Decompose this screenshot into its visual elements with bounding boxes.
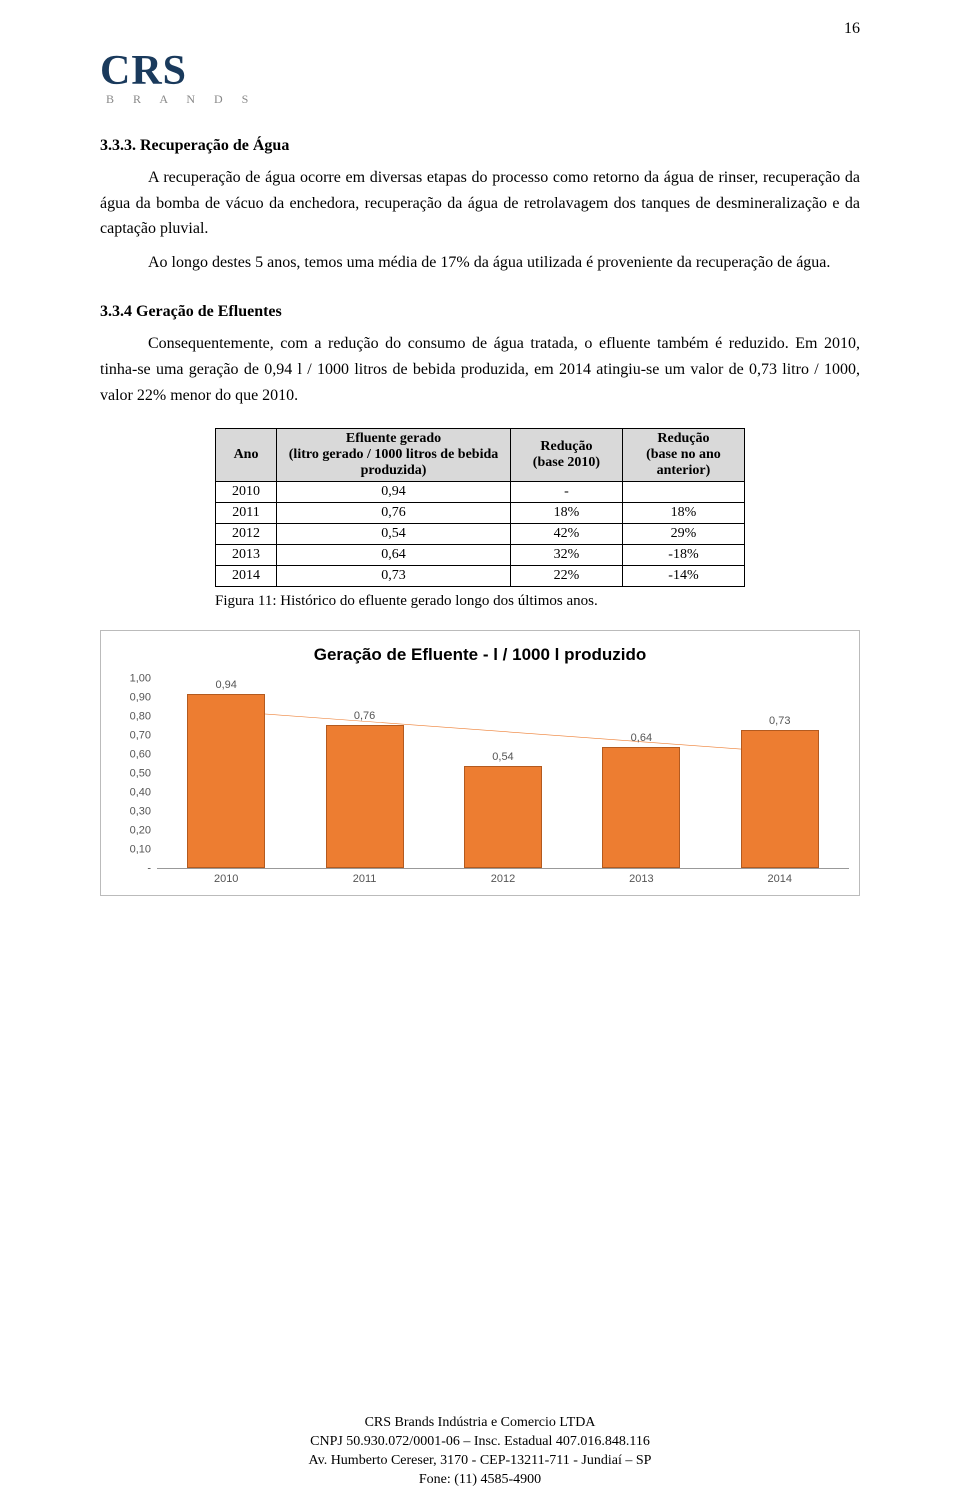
- heading-333: 3.3.3. Recuperação de Água: [100, 137, 860, 155]
- chart-title: Geração de Efluente - l / 1000 l produzi…: [111, 645, 849, 665]
- footer-line: Av. Humberto Cereser, 3170 - CEP-13211-7…: [0, 1452, 960, 1471]
- brand-logo: CRS B R A N D S: [100, 50, 860, 107]
- table-cell: 2010: [216, 482, 277, 503]
- effluent-chart: Geração de Efluente - l / 1000 l produzi…: [100, 630, 860, 896]
- x-tick: 2012: [441, 873, 566, 885]
- y-tick: 0,20: [130, 826, 151, 837]
- table-cell: 0,54: [277, 524, 511, 545]
- bar: [741, 730, 819, 868]
- table-cell: [622, 482, 744, 503]
- chart-plot-area: 0,94 0,76 0,54 0,64 0,73: [157, 679, 849, 869]
- bar: [326, 725, 404, 869]
- y-tick: 1,00: [130, 674, 151, 685]
- th-year: Ano: [216, 429, 277, 482]
- table-cell: 18%: [622, 503, 744, 524]
- bar-cell: 0,76: [302, 679, 427, 868]
- logo-main: CRS: [100, 50, 860, 92]
- bar-value-label: 0,73: [769, 715, 790, 727]
- table-cell: -14%: [622, 566, 744, 587]
- heading-334: 3.3.4 Geração de Efluentes: [100, 303, 860, 321]
- table-cell: -: [511, 482, 623, 503]
- table-cell: 29%: [622, 524, 744, 545]
- logo-sub: B R A N D S: [106, 92, 860, 107]
- paragraph: Ao longo destes 5 anos, temos uma média …: [100, 250, 860, 276]
- x-tick: 2014: [717, 873, 842, 885]
- paragraph: A recuperação de água ocorre em diversas…: [100, 165, 860, 242]
- table-row: 20110,7618%18%: [216, 503, 745, 524]
- table-cell: 0,64: [277, 545, 511, 566]
- table-cell: 2011: [216, 503, 277, 524]
- footer-line: CRS Brands Indústria e Comercio LTDA: [0, 1414, 960, 1433]
- page-number: 16: [844, 20, 860, 38]
- bar-value-label: 0,54: [492, 751, 513, 763]
- bar: [464, 766, 542, 868]
- bar: [187, 694, 265, 868]
- y-tick: 0,60: [130, 750, 151, 761]
- chart-bars: 0,94 0,76 0,54 0,64 0,73: [157, 679, 849, 868]
- th-effluent: Efluente gerado (litro gerado / 1000 lit…: [277, 429, 511, 482]
- y-tick: 0,50: [130, 769, 151, 780]
- x-tick: 2010: [164, 873, 289, 885]
- table-cell: -18%: [622, 545, 744, 566]
- table-cell: 0,94: [277, 482, 511, 503]
- y-tick: 0,30: [130, 807, 151, 818]
- y-tick: 0,90: [130, 693, 151, 704]
- table-row: 20120,5442%29%: [216, 524, 745, 545]
- y-tick: -: [147, 864, 151, 875]
- th-redprev: Redução (base no ano anterior): [622, 429, 744, 482]
- footer-line: CNPJ 50.930.072/0001-06 – Insc. Estadual…: [0, 1433, 960, 1452]
- table-caption: Figura 11: Histórico do efluente gerado …: [215, 593, 860, 610]
- bar: [602, 747, 680, 868]
- table-cell: 42%: [511, 524, 623, 545]
- footer-line: Fone: (11) 4585-4900: [0, 1471, 960, 1490]
- bar-value-label: 0,64: [631, 732, 652, 744]
- bar-cell: 0,54: [441, 679, 566, 868]
- table-cell: 32%: [511, 545, 623, 566]
- y-tick: 0,80: [130, 712, 151, 723]
- table-cell: 2012: [216, 524, 277, 545]
- paragraph: Consequentemente, com a redução do consu…: [100, 331, 860, 408]
- table-row: 20130,6432%-18%: [216, 545, 745, 566]
- table-row: 20140,7322%-14%: [216, 566, 745, 587]
- x-tick: 2013: [579, 873, 704, 885]
- table-row: 20100,94-: [216, 482, 745, 503]
- table-cell: 0,73: [277, 566, 511, 587]
- bar-cell: 0,94: [164, 679, 289, 868]
- table-cell: 18%: [511, 503, 623, 524]
- bar-cell: 0,64: [579, 679, 704, 868]
- th-red2010: Redução (base 2010): [511, 429, 623, 482]
- chart-y-axis: 1,000,900,800,700,600,500,400,300,200,10…: [111, 679, 157, 869]
- y-tick: 0,40: [130, 788, 151, 799]
- table-cell: 22%: [511, 566, 623, 587]
- y-tick: 0,10: [130, 845, 151, 856]
- table-cell: 2013: [216, 545, 277, 566]
- y-tick: 0,70: [130, 731, 151, 742]
- bar-value-label: 0,76: [354, 710, 375, 722]
- effluent-table: Ano Efluente gerado (litro gerado / 1000…: [215, 428, 745, 587]
- table-cell: 0,76: [277, 503, 511, 524]
- table-cell: 2014: [216, 566, 277, 587]
- page-footer: CRS Brands Indústria e Comercio LTDA CNP…: [0, 1414, 960, 1490]
- chart-x-axis: 2010 2011 2012 2013 2014: [157, 873, 849, 885]
- bar-cell: 0,73: [717, 679, 842, 868]
- bar-value-label: 0,94: [215, 679, 236, 691]
- x-tick: 2011: [302, 873, 427, 885]
